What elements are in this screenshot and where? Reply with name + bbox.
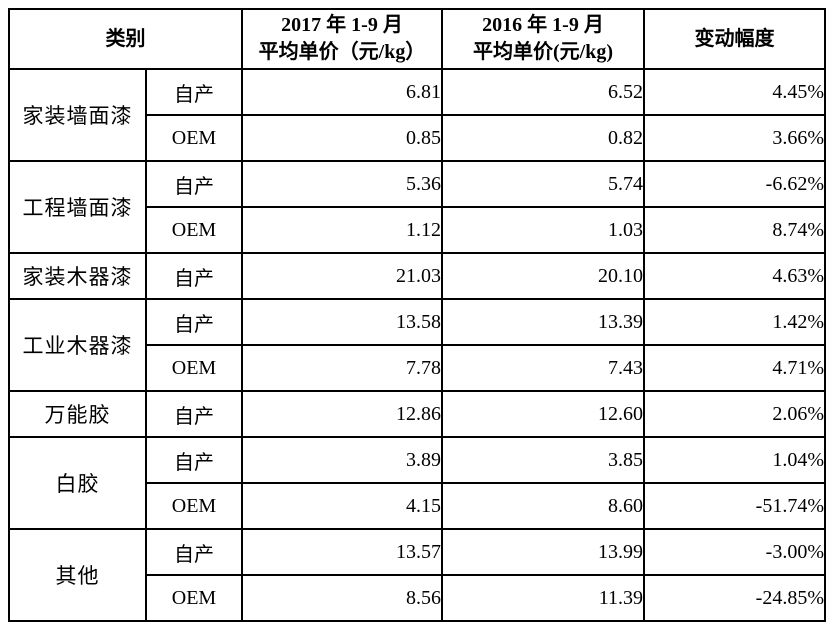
source-cell: 自产 (145, 252, 243, 300)
table-row: 万能胶 自产 12.86 12.60 2.06% (8, 390, 826, 438)
change-cell: 2.06% (643, 390, 826, 438)
source-cell: 自产 (145, 68, 243, 116)
change-cell: 3.66% (643, 114, 826, 162)
source-cell: OEM (145, 114, 243, 162)
price-2017-cell: 13.57 (241, 528, 443, 576)
change-cell: -3.00% (643, 528, 826, 576)
table-row: 白胶 自产 3.89 3.85 1.04% (8, 436, 826, 530)
source-cell: 自产 (145, 298, 243, 346)
table-row: OEM 8.56 11.39 -24.85% (9, 574, 826, 622)
source-cell: 自产 (145, 528, 243, 576)
price-2017-cell: 21.03 (241, 252, 443, 300)
header-change: 变动幅度 (643, 8, 826, 70)
table-row: 家装木器漆 自产 21.03 20.10 4.63% (8, 252, 826, 300)
source-cell: 自产 (145, 436, 243, 484)
price-2016-cell: 7.43 (441, 344, 645, 392)
price-2016-cell: 3.85 (441, 436, 645, 484)
price-2016-cell: 20.10 (441, 252, 645, 300)
header-2017-line1: 2017 年 1-9 月 (281, 14, 403, 36)
header-2016-line2: 平均单价(元/kg) (473, 41, 613, 63)
source-cell: OEM (145, 574, 243, 622)
header-2017-price: 2017 年 1-9 月 平均单价（元/kg） (241, 8, 443, 70)
price-2016-cell: 13.39 (441, 298, 645, 346)
table-row: 家装墙面漆 自产 6.81 6.52 4.45% (8, 68, 826, 162)
category-cell: 家装木器漆 (8, 252, 147, 300)
price-2017-cell: 5.36 (241, 160, 443, 208)
category-cell: 家装墙面漆 (8, 68, 147, 162)
price-2016-cell: 11.39 (441, 574, 645, 622)
source-cell: 自产 (145, 160, 243, 208)
price-2016-cell: 0.82 (441, 114, 645, 162)
category-cell: 其他 (8, 528, 147, 622)
price-2016-cell: 5.74 (441, 160, 645, 208)
table-row: OEM 1.12 1.03 8.74% (9, 206, 826, 254)
price-2017-cell: 8.56 (241, 574, 443, 622)
header-2016-price: 2016 年 1-9 月 平均单价(元/kg) (441, 8, 645, 70)
price-2017-cell: 3.89 (241, 436, 443, 484)
price-2016-cell: 1.03 (441, 206, 645, 254)
price-comparison-table: 类别 2017 年 1-9 月 平均单价（元/kg） 2016 年 1-9 月 … (8, 8, 826, 622)
price-2017-cell: 12.86 (241, 390, 443, 438)
header-category: 类别 (8, 8, 243, 70)
source-cell: 自产 (145, 390, 243, 438)
table-row: OEM 7.78 7.43 4.71% (9, 344, 826, 392)
price-2016-cell: 8.60 (441, 482, 645, 530)
change-cell: 1.42% (643, 298, 826, 346)
price-2017-cell: 0.85 (241, 114, 443, 162)
change-cell: 4.63% (643, 252, 826, 300)
category-cell: 工程墙面漆 (8, 160, 147, 254)
category-cell: 工业木器漆 (8, 298, 147, 392)
table-row: OEM 0.85 0.82 3.66% (9, 114, 826, 162)
source-cell: OEM (145, 206, 243, 254)
price-2017-cell: 13.58 (241, 298, 443, 346)
change-cell: 4.45% (643, 68, 826, 116)
header-row: 类别 2017 年 1-9 月 平均单价（元/kg） 2016 年 1-9 月 … (8, 8, 826, 70)
table-row: 工程墙面漆 自产 5.36 5.74 -6.62% (8, 160, 826, 254)
header-2017-line2: 平均单价（元/kg） (258, 41, 426, 63)
price-2016-cell: 6.52 (441, 68, 645, 116)
price-2016-cell: 12.60 (441, 390, 645, 438)
price-2016-cell: 13.99 (441, 528, 645, 576)
table-header: 类别 2017 年 1-9 月 平均单价（元/kg） 2016 年 1-9 月 … (8, 8, 826, 70)
category-cell: 万能胶 (8, 390, 147, 438)
change-cell: -51.74% (643, 482, 826, 530)
source-cell: OEM (145, 482, 243, 530)
change-cell: 4.71% (643, 344, 826, 392)
price-2017-cell: 6.81 (241, 68, 443, 116)
table-row: OEM 4.15 8.60 -51.74% (9, 482, 826, 530)
source-cell: OEM (145, 344, 243, 392)
header-2016-line1: 2016 年 1-9 月 (482, 14, 604, 36)
price-2017-cell: 4.15 (241, 482, 443, 530)
change-cell: 1.04% (643, 436, 826, 484)
table-row: 工业木器漆 自产 13.58 13.39 1.42% (8, 298, 826, 392)
change-cell: 8.74% (643, 206, 826, 254)
table-body: 家装墙面漆 自产 6.81 6.52 4.45% OEM 0.85 0.82 3… (8, 68, 826, 622)
category-cell: 白胶 (8, 436, 147, 530)
price-2017-cell: 1.12 (241, 206, 443, 254)
change-cell: -6.62% (643, 160, 826, 208)
price-2017-cell: 7.78 (241, 344, 443, 392)
table-row: 其他 自产 13.57 13.99 -3.00% (8, 528, 826, 622)
change-cell: -24.85% (643, 574, 826, 622)
